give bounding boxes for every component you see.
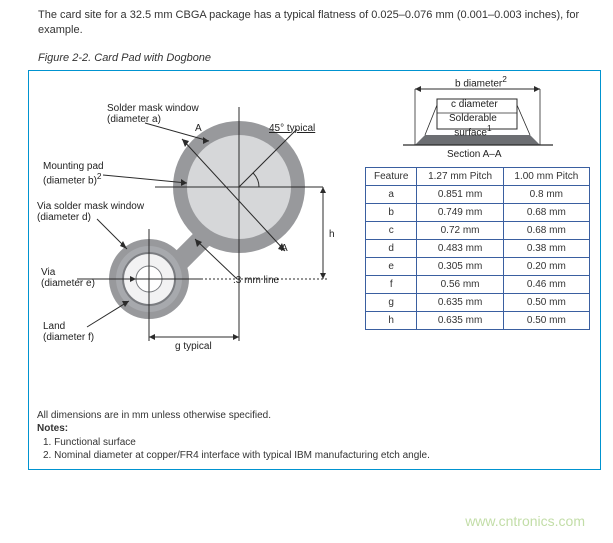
table-cell: 0.68 mm	[503, 221, 589, 239]
label-h: h	[329, 229, 335, 241]
table-row: g0.635 mm0.50 mm	[366, 293, 590, 311]
label-a-bottom: A	[281, 243, 288, 255]
section-diagram: b diameter2 c diameter Solderablesurface…	[365, 77, 590, 167]
table-row: c0.72 mm0.68 mm	[366, 221, 590, 239]
table-row: e0.305 mm0.20 mm	[366, 257, 590, 275]
label-land: Land(diameter f)	[43, 321, 94, 344]
table-row: d0.483 mm0.38 mm	[366, 239, 590, 257]
th-feature: Feature	[366, 167, 417, 185]
table-cell: e	[366, 257, 417, 275]
notes-heading: Notes:	[37, 422, 430, 436]
table-row: f0.56 mm0.46 mm	[366, 275, 590, 293]
table-cell: 0.46 mm	[503, 275, 589, 293]
table-cell: 0.38 mm	[503, 239, 589, 257]
label-via-mask-window: Via solder mask window(diameter d)	[37, 201, 144, 224]
table-cell: 0.635 mm	[417, 293, 503, 311]
label-via: Via(diameter e)	[41, 267, 95, 290]
watermark: www.cntronics.com	[465, 513, 585, 529]
table-cell: g	[366, 293, 417, 311]
table-cell: 0.50 mm	[503, 293, 589, 311]
table-cell: 0.50 mm	[503, 311, 589, 329]
label-c-diameter: c diameter	[451, 99, 498, 111]
th-pitch-100: 1.00 mm Pitch	[503, 167, 589, 185]
table-header-row: Feature 1.27 mm Pitch 1.00 mm Pitch	[366, 167, 590, 185]
table-cell: 0.749 mm	[417, 203, 503, 221]
table-cell: h	[366, 311, 417, 329]
figure-caption: Figure 2-2. Card Pad with Dogbone	[0, 38, 613, 68]
intro-paragraph: The card site for a 32.5 mm CBGA package…	[0, 0, 613, 38]
label-mounting-pad: Mounting pad(diameter b)2	[43, 161, 104, 187]
table-cell: 0.483 mm	[417, 239, 503, 257]
table-cell: 0.72 mm	[417, 221, 503, 239]
label-line-note: .3 mm line	[233, 275, 279, 287]
table-cell: 0.635 mm	[417, 311, 503, 329]
label-angle: 45° typical	[269, 123, 315, 135]
table-row: h0.635 mm0.50 mm	[366, 311, 590, 329]
table-row: b0.749 mm0.68 mm	[366, 203, 590, 221]
label-solder-mask-window: Solder mask window(diameter a)	[107, 103, 199, 126]
label-b-diameter: b diameter2	[455, 75, 507, 90]
table-row: a0.851 mm0.8 mm	[366, 185, 590, 203]
table-cell: c	[366, 221, 417, 239]
th-pitch-127: 1.27 mm Pitch	[417, 167, 503, 185]
table-cell: 0.68 mm	[503, 203, 589, 221]
table-cell: 0.56 mm	[417, 275, 503, 293]
label-g-typical: g typical	[175, 341, 212, 353]
note-2: 2. Nominal diameter at copper/FR4 interf…	[37, 449, 430, 463]
table-cell: d	[366, 239, 417, 257]
label-a-top: A	[195, 123, 202, 135]
dogbone-diagram: Solder mask window(diameter a) A A 45° t…	[37, 79, 357, 359]
notes-block: All dimensions are in mm unless otherwis…	[37, 409, 430, 463]
table-cell: 0.20 mm	[503, 257, 589, 275]
note-1: 1. Functional surface	[37, 436, 430, 450]
table-cell: 0.851 mm	[417, 185, 503, 203]
table-cell: f	[366, 275, 417, 293]
figure-box: Solder mask window(diameter a) A A 45° t…	[28, 70, 601, 470]
table-cell: 0.305 mm	[417, 257, 503, 275]
table-cell: a	[366, 185, 417, 203]
table-cell: 0.8 mm	[503, 185, 589, 203]
dimensions-table: Feature 1.27 mm Pitch 1.00 mm Pitch a0.8…	[365, 167, 590, 330]
label-solderable-surface: Solderablesurface1	[449, 113, 497, 139]
label-section-title: Section A–A	[447, 149, 501, 161]
table-cell: b	[366, 203, 417, 221]
note-dimensions: All dimensions are in mm unless otherwis…	[37, 409, 430, 423]
